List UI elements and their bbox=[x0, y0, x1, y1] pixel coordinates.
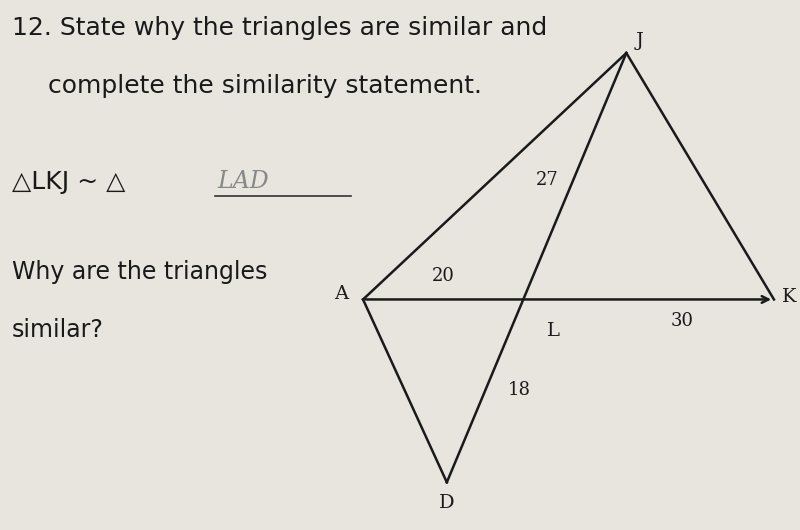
Text: D: D bbox=[439, 494, 454, 512]
Text: 30: 30 bbox=[670, 312, 694, 330]
Text: complete the similarity statement.: complete the similarity statement. bbox=[48, 74, 482, 98]
Text: 27: 27 bbox=[536, 171, 558, 189]
Text: A: A bbox=[334, 285, 349, 303]
Text: △LKJ ~ △: △LKJ ~ △ bbox=[12, 170, 126, 193]
Text: 18: 18 bbox=[507, 381, 530, 399]
Text: 20: 20 bbox=[432, 267, 455, 285]
Text: LAD: LAD bbox=[217, 170, 269, 192]
Text: 12. State why the triangles are similar and: 12. State why the triangles are similar … bbox=[12, 16, 547, 40]
Text: L: L bbox=[546, 322, 559, 340]
Text: J: J bbox=[636, 32, 644, 50]
Text: similar?: similar? bbox=[12, 318, 104, 342]
Text: K: K bbox=[782, 288, 797, 306]
Text: Why are the triangles: Why are the triangles bbox=[12, 260, 267, 284]
